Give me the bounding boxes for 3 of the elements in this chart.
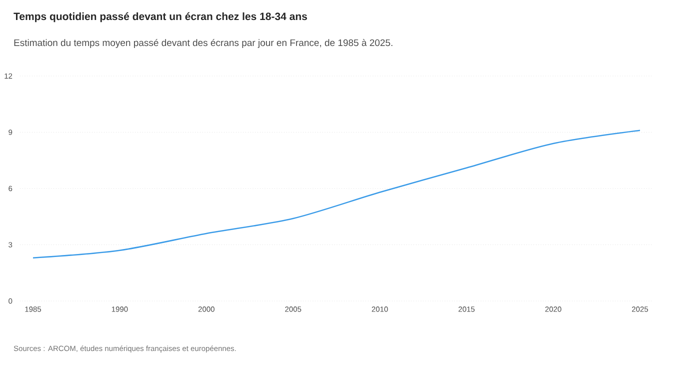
line-series — [32, 130, 641, 259]
chart-title: Temps quotidien passé devant un écran chez les 18-34 ans — [14, 12, 307, 22]
chart-subtitle: Estimation du temps moyen passé devant des écrans par jour en France, de 1985 à 2025. — [14, 39, 392, 48]
